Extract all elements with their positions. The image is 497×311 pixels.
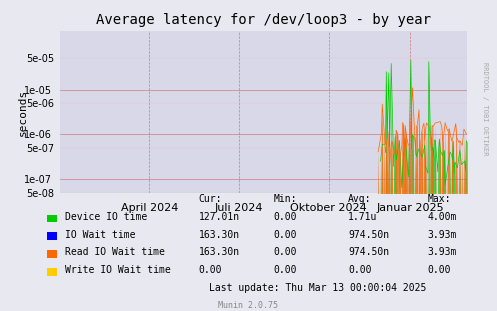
Text: Max:: Max: xyxy=(427,194,451,204)
Text: Cur:: Cur: xyxy=(199,194,222,204)
Text: 1.71u: 1.71u xyxy=(348,212,377,222)
Text: 3.93m: 3.93m xyxy=(427,247,457,257)
Text: 0.00: 0.00 xyxy=(199,265,222,275)
Text: Last update: Thu Mar 13 00:00:04 2025: Last update: Thu Mar 13 00:00:04 2025 xyxy=(209,283,426,293)
Text: Avg:: Avg: xyxy=(348,194,371,204)
Text: 974.50n: 974.50n xyxy=(348,230,389,239)
Text: 3.93m: 3.93m xyxy=(427,230,457,239)
Title: Average latency for /dev/loop3 - by year: Average latency for /dev/loop3 - by year xyxy=(96,13,431,27)
Text: 163.30n: 163.30n xyxy=(199,247,240,257)
Text: IO Wait time: IO Wait time xyxy=(65,230,135,239)
Text: Munin 2.0.75: Munin 2.0.75 xyxy=(219,301,278,310)
Text: 0.00: 0.00 xyxy=(273,265,297,275)
Text: RRDTOOL / TOBI OETIKER: RRDTOOL / TOBI OETIKER xyxy=(482,62,488,156)
Text: Read IO Wait time: Read IO Wait time xyxy=(65,247,165,257)
Text: 0.00: 0.00 xyxy=(273,212,297,222)
Text: 0.00: 0.00 xyxy=(273,230,297,239)
Text: 0.00: 0.00 xyxy=(273,247,297,257)
Text: 4.00m: 4.00m xyxy=(427,212,457,222)
Text: 974.50n: 974.50n xyxy=(348,247,389,257)
Text: Write IO Wait time: Write IO Wait time xyxy=(65,265,170,275)
Text: 127.01n: 127.01n xyxy=(199,212,240,222)
Text: Min:: Min: xyxy=(273,194,297,204)
Text: 0.00: 0.00 xyxy=(427,265,451,275)
Text: seconds: seconds xyxy=(17,88,27,136)
Text: 0.00: 0.00 xyxy=(348,265,371,275)
Text: Device IO time: Device IO time xyxy=(65,212,147,222)
Text: 163.30n: 163.30n xyxy=(199,230,240,239)
